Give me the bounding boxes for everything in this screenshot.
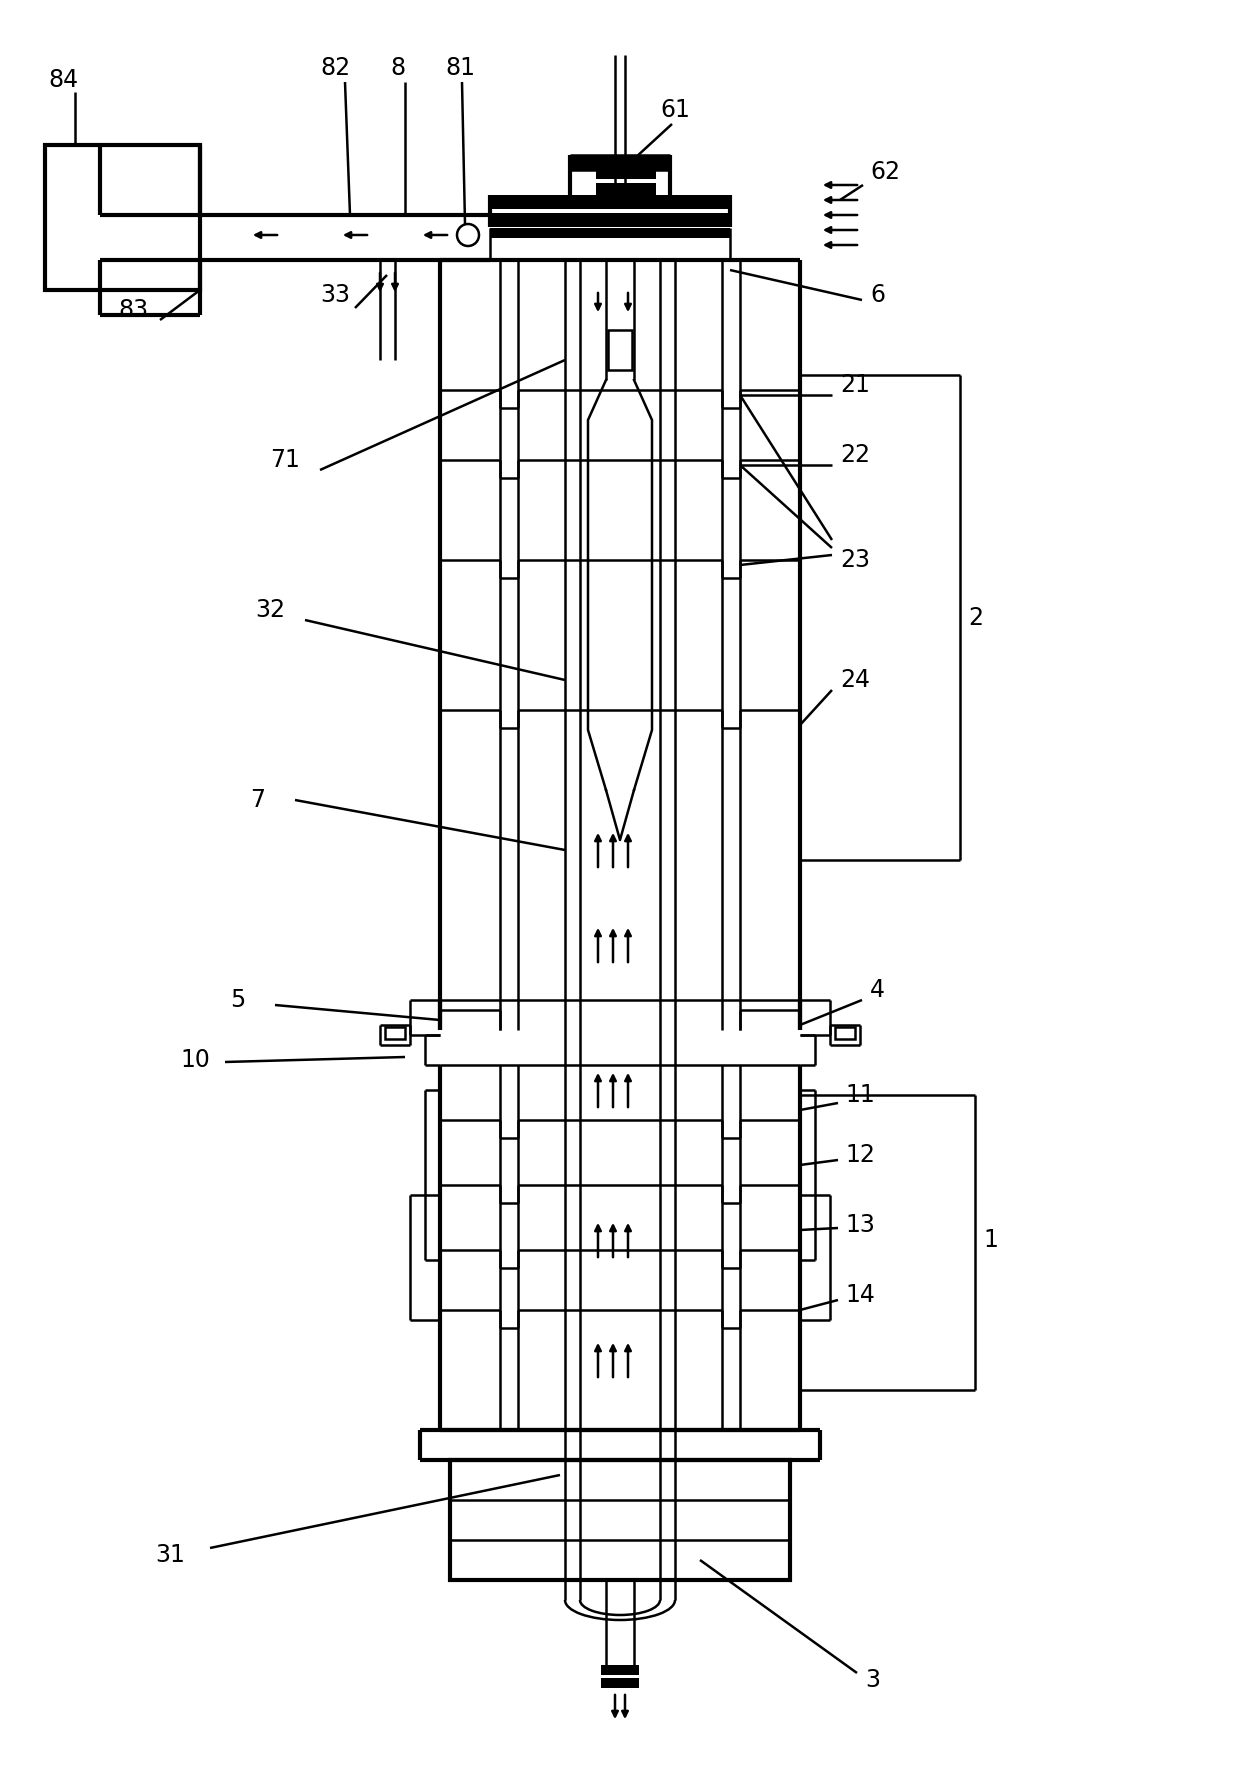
Bar: [384, 1026, 405, 1039]
Bar: [45, 146, 200, 290]
Text: 14: 14: [844, 1283, 875, 1308]
Text: 11: 11: [844, 1083, 874, 1107]
Text: 12: 12: [844, 1142, 875, 1167]
Text: 23: 23: [839, 548, 870, 573]
Text: 3: 3: [866, 1669, 880, 1692]
Text: 62: 62: [870, 160, 900, 183]
Bar: [608, 329, 632, 370]
Bar: [490, 213, 730, 228]
Text: 13: 13: [844, 1213, 875, 1236]
Text: 61: 61: [660, 98, 689, 123]
Bar: [601, 1665, 639, 1676]
Bar: [450, 1461, 790, 1580]
Text: 32: 32: [255, 598, 285, 623]
Text: 84: 84: [48, 68, 78, 93]
Text: 6: 6: [870, 283, 885, 308]
Text: 10: 10: [180, 1048, 210, 1073]
Bar: [835, 1026, 856, 1039]
Text: 7: 7: [250, 788, 265, 811]
Text: 21: 21: [839, 374, 870, 397]
Text: 83: 83: [118, 299, 148, 322]
Text: 81: 81: [445, 55, 475, 80]
Text: 4: 4: [870, 978, 885, 1002]
Bar: [608, 329, 632, 370]
Text: 5: 5: [229, 987, 246, 1012]
Text: 31: 31: [155, 1542, 185, 1567]
Bar: [490, 196, 730, 208]
Bar: [384, 1026, 405, 1039]
Text: 8: 8: [391, 55, 405, 80]
Text: 82: 82: [320, 55, 350, 80]
Bar: [490, 228, 730, 238]
Bar: [570, 155, 670, 171]
Text: 1: 1: [983, 1228, 998, 1252]
Bar: [596, 183, 656, 196]
Bar: [596, 167, 656, 180]
Text: 24: 24: [839, 667, 870, 692]
Bar: [601, 1678, 639, 1688]
Text: 33: 33: [320, 283, 350, 308]
Text: 22: 22: [839, 443, 870, 468]
Text: 2: 2: [968, 607, 983, 630]
Bar: [835, 1026, 856, 1039]
Text: 71: 71: [270, 448, 300, 471]
